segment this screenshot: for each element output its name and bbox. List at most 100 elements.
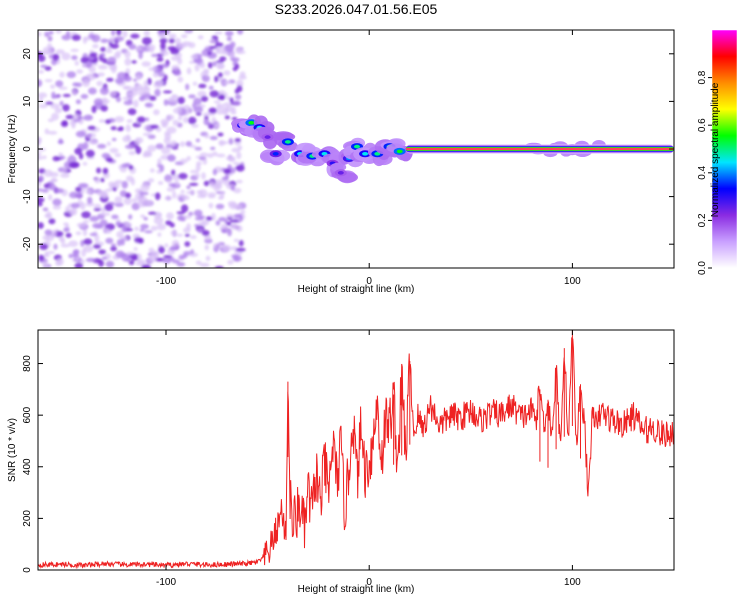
noise-blob bbox=[72, 113, 80, 120]
noise-blob bbox=[156, 57, 164, 62]
noise-blob bbox=[85, 149, 95, 158]
noise-blob bbox=[122, 30, 128, 38]
noise-blob bbox=[232, 204, 243, 210]
noise-blob bbox=[44, 31, 50, 38]
noise-blob bbox=[106, 77, 114, 82]
noise-blob bbox=[123, 197, 132, 205]
noise-blob bbox=[215, 220, 221, 226]
noise-blob bbox=[237, 30, 244, 35]
noise-blob bbox=[223, 70, 231, 76]
noise-blob bbox=[233, 187, 242, 194]
noise-blob bbox=[55, 188, 64, 194]
noise-blob bbox=[58, 86, 68, 90]
noise-blob bbox=[215, 42, 224, 47]
noise-blob bbox=[50, 103, 60, 109]
track-core bbox=[337, 171, 344, 175]
noise-blob bbox=[177, 76, 184, 83]
track-core bbox=[272, 152, 279, 156]
spectrogram-x-ticks: -100 0 100 bbox=[156, 30, 581, 287]
spectrogram-noise bbox=[38, 30, 247, 268]
noise-blob bbox=[105, 49, 113, 54]
noise-blob bbox=[147, 144, 157, 152]
noise-blob bbox=[239, 71, 246, 78]
noise-blob bbox=[137, 199, 147, 208]
noise-blob bbox=[82, 79, 90, 87]
noise-blob bbox=[197, 228, 204, 234]
noise-blob bbox=[171, 169, 176, 176]
noise-blob bbox=[174, 180, 180, 186]
noise-blob bbox=[81, 248, 87, 257]
noise-blob bbox=[101, 52, 106, 58]
noise-blob bbox=[162, 90, 173, 94]
noise-blob bbox=[227, 259, 234, 265]
noise-blob bbox=[101, 191, 109, 199]
track-halo bbox=[273, 131, 294, 141]
noise-blob bbox=[53, 243, 58, 250]
noise-blob bbox=[39, 96, 44, 103]
noise-blob bbox=[164, 133, 172, 140]
noise-blob bbox=[229, 51, 235, 59]
noise-blob bbox=[91, 34, 101, 43]
noise-blob bbox=[49, 171, 59, 178]
noise-blob bbox=[42, 155, 47, 160]
noise-blob bbox=[176, 262, 186, 267]
noise-blob bbox=[80, 56, 89, 64]
noise-blob bbox=[51, 95, 61, 99]
noise-blob bbox=[38, 92, 48, 98]
noise-blob bbox=[183, 251, 192, 256]
noise-blob bbox=[197, 35, 204, 40]
noise-blob bbox=[38, 188, 44, 192]
noise-blob bbox=[143, 217, 148, 221]
track-core bbox=[248, 121, 255, 125]
noise-blob bbox=[89, 52, 98, 57]
noise-blob bbox=[208, 202, 214, 209]
noise-blob bbox=[38, 254, 45, 261]
noise-blob bbox=[38, 152, 42, 156]
noise-blob bbox=[128, 150, 136, 156]
snr-panel: -100 0 100 0 200 400 600 800 Height of straigh… bbox=[7, 329, 675, 595]
noise-blob bbox=[188, 42, 196, 49]
noise-blob bbox=[83, 141, 89, 150]
noise-blob bbox=[47, 35, 53, 42]
noise-blob bbox=[199, 262, 210, 268]
spectrogram-y-ticks: -20 -10 0 10 20 bbox=[22, 48, 674, 251]
noise-blob bbox=[165, 220, 173, 226]
noise-blob bbox=[170, 230, 178, 236]
noise-blob bbox=[154, 192, 161, 201]
noise-blob bbox=[144, 200, 153, 206]
noise-blob bbox=[124, 50, 131, 58]
noise-blob bbox=[207, 62, 213, 69]
noise-blob bbox=[230, 185, 235, 191]
noise-blob bbox=[212, 151, 218, 157]
noise-blob bbox=[38, 54, 46, 62]
noise-blob bbox=[71, 34, 81, 41]
noise-blob bbox=[47, 194, 53, 201]
noise-blob bbox=[96, 80, 103, 87]
noise-blob bbox=[41, 188, 49, 193]
noise-blob bbox=[94, 234, 100, 242]
noise-blob bbox=[78, 153, 84, 160]
noise-blob bbox=[213, 242, 222, 249]
noise-blob bbox=[38, 104, 48, 109]
noise-blob bbox=[218, 195, 224, 200]
noise-blob bbox=[80, 202, 86, 211]
noise-blob bbox=[73, 118, 82, 122]
noise-blob bbox=[120, 238, 125, 246]
noise-blob bbox=[168, 33, 177, 39]
colorbar-gradient bbox=[712, 30, 737, 268]
snr-frame bbox=[37, 329, 675, 571]
noise-blob bbox=[197, 90, 207, 98]
noise-blob bbox=[147, 77, 152, 86]
noise-blob bbox=[127, 92, 135, 96]
noise-blob bbox=[38, 182, 42, 187]
noise-blob bbox=[71, 122, 76, 129]
noise-blob bbox=[61, 34, 71, 41]
noise-blob bbox=[110, 246, 117, 252]
noise-blob bbox=[98, 249, 106, 255]
noise-blob bbox=[148, 247, 155, 253]
noise-blob bbox=[223, 102, 233, 107]
noise-blob bbox=[48, 183, 57, 191]
x-tick-label: 100 bbox=[564, 276, 581, 287]
noise-blob bbox=[38, 31, 42, 37]
colorbar: 0.0 0.2 0.4 0.6 0.8 Normalized spectral ampl… bbox=[697, 29, 738, 275]
